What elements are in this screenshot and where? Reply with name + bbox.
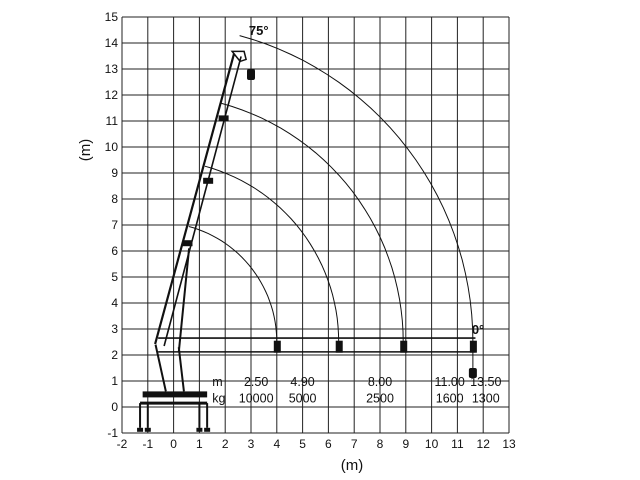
load-radius-value: 13.50 — [470, 375, 501, 389]
x-tick-label: 5 — [299, 437, 306, 451]
x-tick-label: 7 — [351, 437, 358, 451]
load-capacity-value: 5000 — [289, 391, 317, 405]
load-radius-value: 4.90 — [290, 375, 314, 389]
y-tick-label: 11 — [106, 114, 119, 128]
load-capacity-value: 1600 — [436, 391, 464, 405]
reach-arcs — [188, 35, 474, 343]
x-tick-label: -1 — [142, 437, 153, 451]
luffing-cylinder — [177, 248, 191, 353]
x-tick-label: 1 — [196, 437, 203, 451]
crane-drawing — [137, 50, 477, 432]
boom-section-joint — [203, 177, 214, 184]
boom-raised-inner — [163, 56, 242, 347]
y-tick-label: 5 — [111, 270, 118, 284]
y-tick-label: 6 — [111, 244, 118, 258]
reach-arc — [188, 226, 278, 343]
load-capacity-value: 1300 — [472, 391, 500, 405]
crane-base-beam — [142, 391, 208, 398]
load-radius-value: 2.50 — [244, 375, 268, 389]
x-tick-label: 6 — [325, 437, 332, 451]
y-tick-label: 3 — [111, 322, 118, 336]
boom-section-joint — [218, 115, 229, 122]
x-tick-label: 2 — [222, 437, 229, 451]
angle-max-label: 75° — [249, 23, 269, 38]
reach-arc — [221, 102, 404, 343]
load-table-m-label: m — [212, 375, 222, 389]
boom-section-joint — [182, 240, 193, 247]
x-tick-label: -2 — [117, 437, 128, 451]
angle-min-label: 0° — [472, 322, 484, 337]
y-axis-label: (m) — [77, 139, 94, 162]
horizontal-boom-joint — [273, 340, 281, 353]
load-radius-value: 11.00 — [434, 375, 464, 389]
x-tick-label: 8 — [377, 437, 384, 451]
x-tick-label: 10 — [425, 437, 439, 451]
y-tick-label: 7 — [111, 218, 118, 232]
grid — [121, 16, 510, 434]
x-tick-label: 4 — [273, 437, 280, 451]
load-capacity-value: 10000 — [239, 391, 274, 405]
boom-head — [230, 50, 247, 63]
x-tick-label: 0 — [170, 437, 177, 451]
load-table-kg-label: kg — [212, 391, 225, 405]
y-tick-label: 4 — [111, 296, 118, 310]
outrigger-foot — [144, 427, 151, 432]
outrigger-foot — [204, 427, 211, 432]
y-tick-label: 10 — [105, 140, 119, 154]
crane-column — [154, 344, 185, 392]
angle-labels: 75° 0° — [249, 23, 484, 337]
y-tick-label: 14 — [105, 36, 119, 50]
x-tick-label: 13 — [502, 437, 516, 451]
hook-block-horizontal — [468, 368, 477, 378]
x-tick-label: 3 — [248, 437, 255, 451]
x-tick-label: 9 — [402, 437, 409, 451]
y-tick-label: 2 — [111, 348, 118, 362]
boom-raised-outer — [154, 53, 236, 345]
y-tick-label: 1 — [111, 374, 118, 388]
load-table: m kg 2.50 10000 4.90 5000 8.00 2500 11.00 1600 13.… — [212, 375, 501, 405]
y-tick-label: 0 — [111, 400, 118, 414]
load-radius-value: 8.00 — [368, 375, 392, 389]
horizontal-boom-joint — [335, 340, 343, 353]
y-tick-label: 8 — [111, 192, 118, 206]
hook-block-raised — [247, 69, 255, 80]
outrigger-foot — [196, 427, 203, 432]
x-tick-label: 12 — [477, 437, 491, 451]
load-capacity-value: 2500 — [366, 391, 394, 405]
outrigger-foot — [137, 427, 144, 432]
horizontal-boom-joint — [400, 340, 408, 353]
horizontal-boom-joint — [469, 340, 477, 353]
y-tick-label: 13 — [105, 62, 119, 76]
x-axis-label: (m) — [341, 457, 364, 474]
reach-arc — [204, 165, 340, 343]
x-tick-label: 11 — [451, 437, 464, 451]
reach-arc — [239, 35, 474, 343]
y-tick-label: 15 — [105, 10, 119, 24]
x-tick-labels: -2 -1 0 1 2 3 4 5 6 7 8 9 10 11 12 13 — [117, 437, 516, 451]
y-tick-label: -1 — [107, 426, 118, 440]
y-tick-label: 12 — [105, 88, 119, 102]
y-tick-label: 9 — [111, 166, 118, 180]
